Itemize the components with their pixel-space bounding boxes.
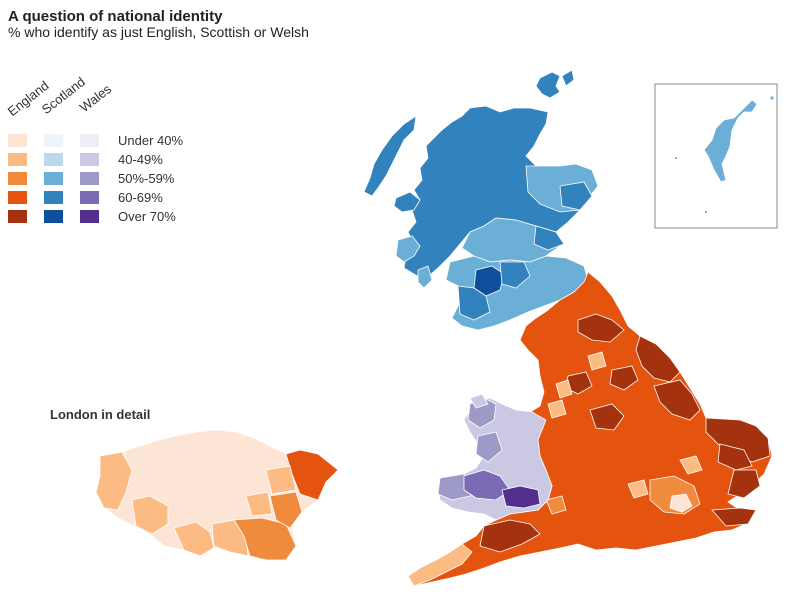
map-subtitle: % who identify as just English, Scottish… bbox=[8, 24, 309, 40]
legend-swatch-wales bbox=[80, 172, 99, 185]
legend-label: 40-49% bbox=[118, 152, 163, 167]
shetland-inset-frame bbox=[654, 83, 778, 229]
region-humber bbox=[609, 365, 639, 391]
region-lanarkshire bbox=[499, 261, 531, 289]
london-detail-title: London in detail bbox=[50, 407, 151, 422]
region-kent-east bbox=[711, 507, 757, 527]
island-foula bbox=[674, 156, 678, 160]
region-norfolk bbox=[705, 417, 771, 463]
london-sutton bbox=[173, 521, 215, 557]
legend-swatch-scotland bbox=[44, 191, 63, 204]
legend-swatch-scotland bbox=[44, 172, 63, 185]
legend-swatch-scotland bbox=[44, 134, 63, 147]
region-cheshire bbox=[547, 399, 567, 419]
island-fair-isle bbox=[704, 210, 708, 214]
region-cornwall-devon-north bbox=[479, 519, 541, 553]
london-bromley bbox=[233, 517, 297, 561]
legend-swatch-england bbox=[8, 134, 27, 147]
region-midlands-dark bbox=[589, 403, 625, 431]
legend-swatch-wales bbox=[80, 153, 99, 166]
london-hillingdon bbox=[95, 451, 133, 511]
region-islay bbox=[417, 265, 433, 289]
region-london bbox=[669, 493, 693, 513]
london-bexley bbox=[269, 491, 303, 529]
london-richmond bbox=[131, 495, 169, 535]
region-northumberland bbox=[577, 313, 625, 343]
region-ceredigion bbox=[475, 431, 503, 463]
region-orkney-2 bbox=[561, 69, 575, 87]
legend-swatch-scotland bbox=[44, 153, 63, 166]
legend-swatch-wales bbox=[80, 210, 99, 223]
legend-label: 60-69% bbox=[118, 190, 163, 205]
london-greenwich bbox=[245, 491, 273, 517]
region-bristol bbox=[545, 495, 567, 515]
legend-label: Under 40% bbox=[118, 133, 184, 148]
region-essex bbox=[727, 469, 761, 499]
region-ayrshire bbox=[457, 285, 491, 321]
region-inner-isles bbox=[395, 235, 421, 263]
region-valleys-south bbox=[501, 485, 541, 509]
island-shetland-outer bbox=[769, 95, 775, 101]
region-aberdeen bbox=[559, 181, 593, 211]
region-shetland bbox=[703, 99, 758, 183]
legend-swatch-england bbox=[8, 210, 27, 223]
legend-swatch-england bbox=[8, 172, 27, 185]
region-lincolnshire bbox=[653, 379, 701, 421]
legend-swatch-wales bbox=[80, 191, 99, 204]
region-oxford bbox=[627, 479, 649, 499]
legend-swatch-england bbox=[8, 153, 27, 166]
london-barking bbox=[265, 465, 297, 495]
region-fife bbox=[533, 225, 565, 251]
legend-label: Over 70% bbox=[118, 209, 176, 224]
region-outer-hebrides bbox=[363, 115, 417, 197]
legend-swatch-wales bbox=[80, 134, 99, 147]
legend-swatch-scotland bbox=[44, 210, 63, 223]
region-cornwall bbox=[407, 543, 473, 587]
region-suffolk bbox=[717, 443, 753, 471]
legend-label: 50%-59% bbox=[118, 171, 175, 186]
london-havering bbox=[285, 449, 339, 501]
region-anglesey bbox=[469, 393, 489, 409]
region-skye bbox=[393, 191, 421, 213]
legend-swatch-england bbox=[8, 191, 27, 204]
region-orkney bbox=[535, 71, 561, 99]
region-leeds bbox=[587, 351, 607, 371]
map-title: A question of national identity bbox=[8, 8, 223, 25]
region-manchester bbox=[555, 379, 573, 399]
region-cambridge bbox=[679, 455, 703, 475]
